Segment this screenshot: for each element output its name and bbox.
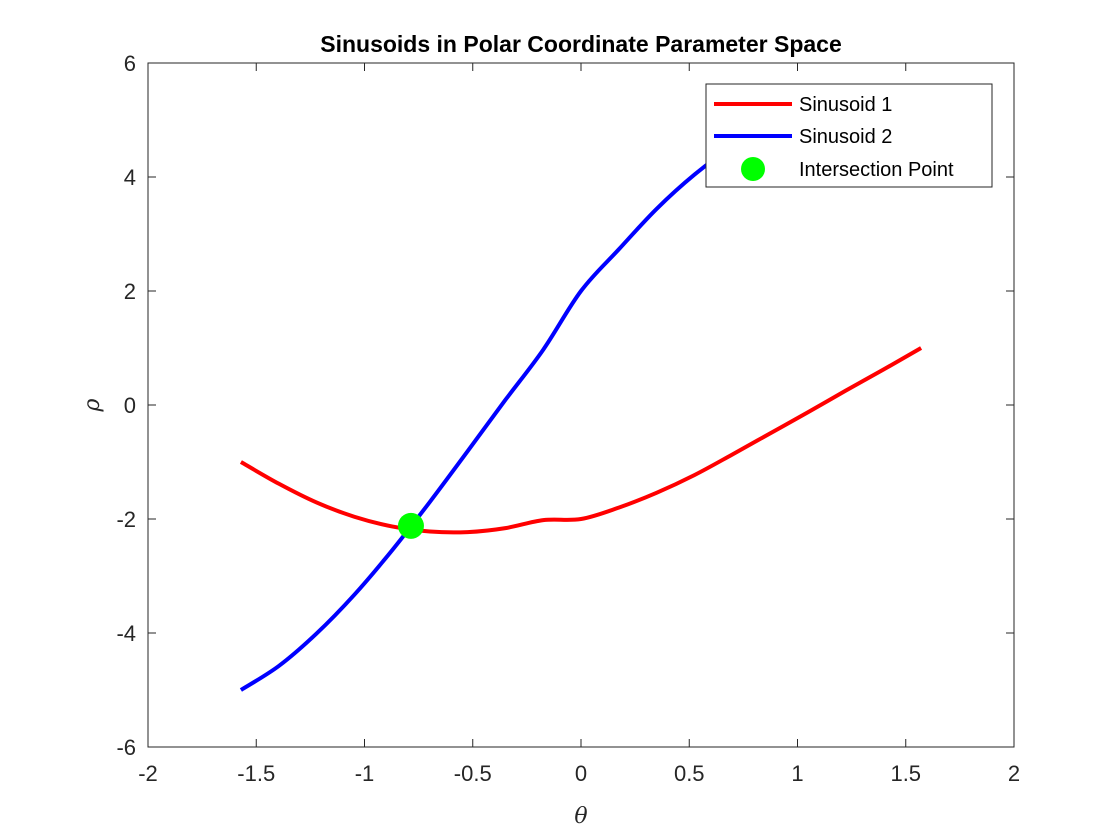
x-tick-label: -2 xyxy=(138,761,158,786)
intersection-point-marker xyxy=(397,512,424,539)
y-tick-label: 6 xyxy=(124,51,136,76)
x-axis-label: θ xyxy=(574,804,587,829)
y-tick-label: 0 xyxy=(124,393,136,418)
y-axis-label: ρ xyxy=(80,398,105,412)
legend-label-sinusoid-2: Sinusoid 2 xyxy=(799,126,892,148)
y-tick-label: -2 xyxy=(116,507,136,532)
y-tick-label: -6 xyxy=(116,735,136,760)
marker-layer xyxy=(397,512,424,539)
x-tick-label: 1 xyxy=(791,761,803,786)
y-tick-label: 2 xyxy=(124,279,136,304)
series-line-sinusoid-1 xyxy=(239,346,923,535)
x-tick-label: 2 xyxy=(1008,761,1020,786)
tick-layer: -2 -1.5 -1 -0.5 0 0.5 1 1.5 2 -6 -4 -2 0 2 4 6 xyxy=(116,51,1020,786)
legend-label-sinusoid-1: Sinusoid 1 xyxy=(799,94,892,116)
legend: Sinusoid 1 Sinusoid 2 Intersection Point xyxy=(705,83,993,188)
legend-swatch-intersection-point xyxy=(741,157,765,181)
x-tick-label: -1.5 xyxy=(237,761,275,786)
x-tick-label: 0 xyxy=(575,761,587,786)
x-tick-label: 1.5 xyxy=(890,761,921,786)
chart-title: Sinusoids in Polar Coordinate Parameter … xyxy=(320,31,842,57)
y-tick-label: 4 xyxy=(124,165,136,190)
legend-label-intersection-point: Intersection Point xyxy=(799,159,954,181)
x-tick-label: -0.5 xyxy=(454,761,492,786)
x-tick-label: -1 xyxy=(355,761,375,786)
x-tick-label: 0.5 xyxy=(674,761,705,786)
y-tick-label: -4 xyxy=(116,621,136,646)
